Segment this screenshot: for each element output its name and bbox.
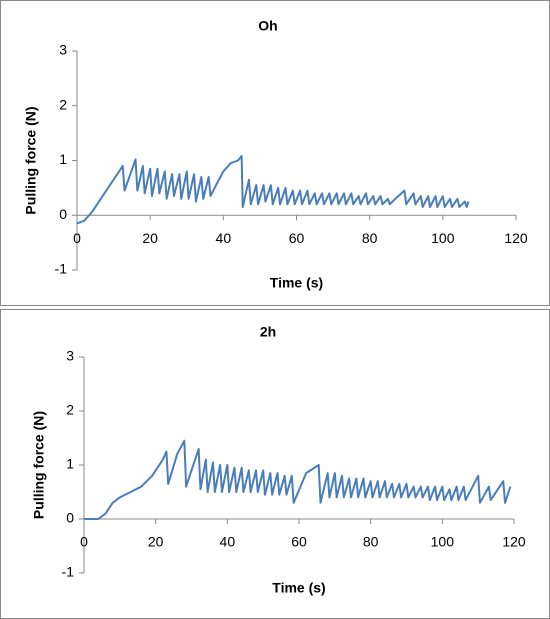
y-axis-label: Pulling force (N) [31,411,47,519]
x-tick-label: 40 [216,230,232,246]
x-tick-label: 120 [504,230,528,246]
x-tick-label: 100 [431,230,455,246]
chart-title: Oh [258,18,277,34]
x-tick-label: 100 [431,534,455,550]
x-tick-label: 0 [73,230,81,246]
x-axis-label: Time (s) [270,275,323,291]
y-tick-label: 1 [66,456,74,472]
x-tick-label: 40 [220,534,236,550]
data-line [76,155,470,225]
panel-frame [0,309,550,619]
x-tick-label: 20 [148,534,164,550]
y-tick-label: 2 [66,402,74,418]
x-tick-label: 80 [362,230,378,246]
y-tick-label: 0 [59,206,67,222]
data-line [84,439,512,520]
panel-frame [0,0,550,306]
x-axis-label: Time (s) [272,580,325,596]
y-tick-label: 0 [66,510,74,526]
y-tick-label: 2 [59,96,67,112]
x-tick-label: 20 [142,230,158,246]
y-tick-label: 1 [59,151,67,167]
y-tick-label: 3 [59,42,67,58]
y-tick-label: -1 [55,261,68,277]
x-tick-label: 0 [80,534,88,550]
x-tick-label: 60 [291,534,307,550]
chart-title: 2h [260,324,276,340]
y-axis-label: Pulling force (N) [23,106,39,214]
x-tick-label: 80 [363,534,379,550]
x-tick-label: 60 [289,230,305,246]
y-tick-label: 3 [66,348,74,364]
x-tick-label: 120 [502,534,526,550]
y-tick-label: -1 [62,564,75,580]
